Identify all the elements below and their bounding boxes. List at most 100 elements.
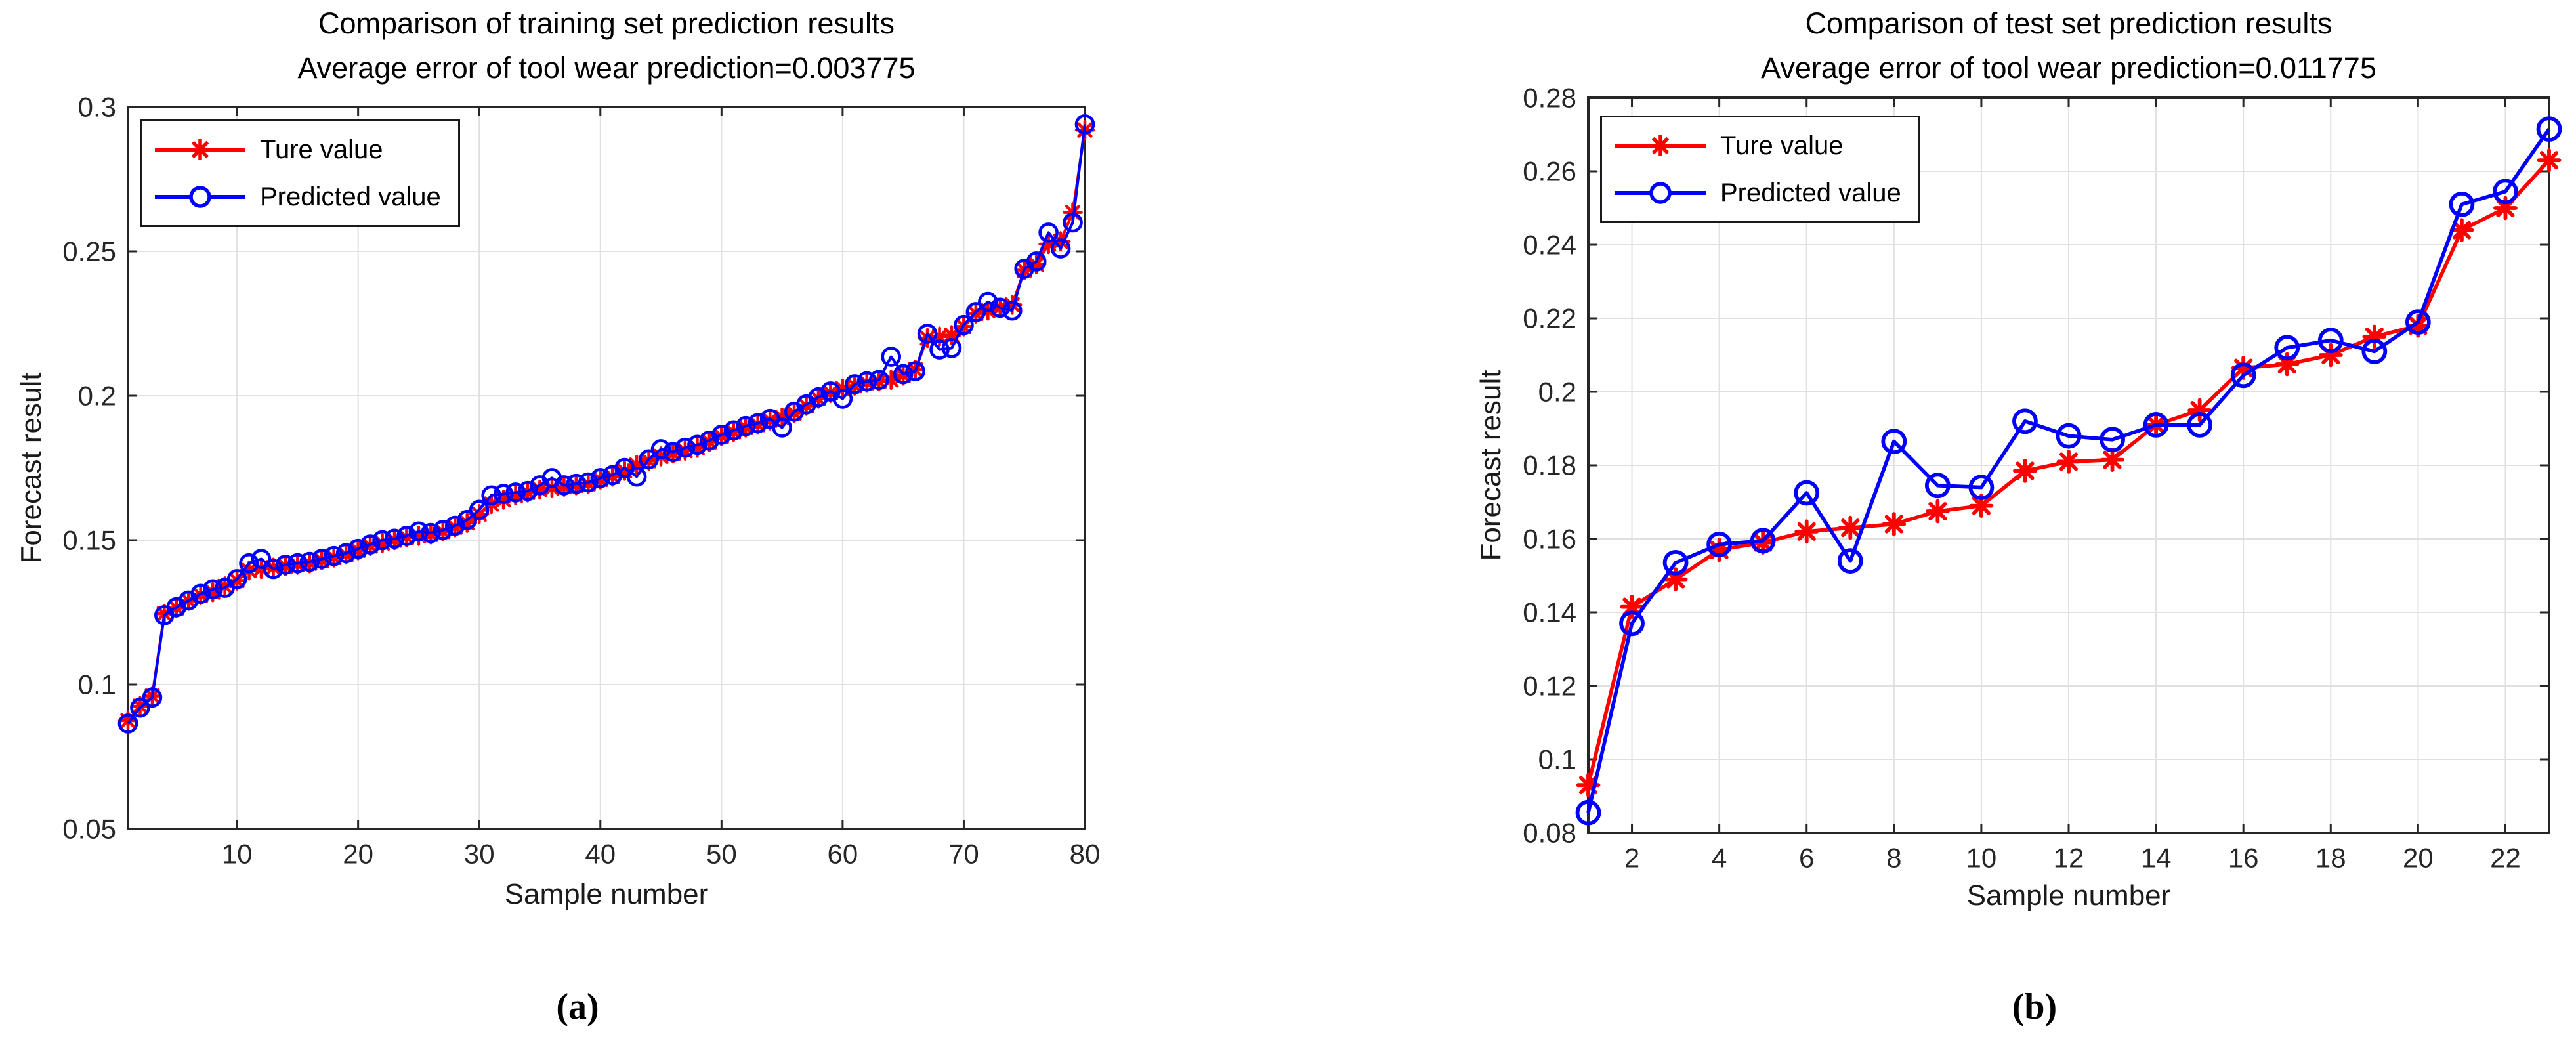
legend-row-predicted-value: Predicted value xyxy=(151,175,441,219)
predicted-value-circle-marker xyxy=(845,374,865,394)
true-value-asterisk-marker xyxy=(396,527,417,547)
predicted-value-circle-marker xyxy=(2361,339,2388,364)
true-value-asterisk-marker xyxy=(469,504,490,524)
y-tick-label: 0.16 xyxy=(1523,523,1576,554)
x-tick-label: 60 xyxy=(828,838,858,869)
x-tick-label: 10 xyxy=(222,838,253,869)
true-value-asterisk-marker xyxy=(311,550,332,571)
predicted-value-circle-marker xyxy=(360,534,381,555)
true-value-asterisk-marker xyxy=(1794,519,1819,544)
right-plot-ylabel: Forecast result xyxy=(1475,370,1507,561)
predicted-value-circle-marker xyxy=(117,713,138,734)
predicted-value-circle-marker xyxy=(1924,473,1951,499)
predicted-value-circle-marker xyxy=(1794,480,1820,506)
predicted-value-line-circle-icon xyxy=(155,186,245,208)
predicted-value-circle-marker xyxy=(251,549,272,569)
true-value-asterisk-marker xyxy=(614,461,635,481)
predicted-value-circle-marker xyxy=(1968,475,1995,500)
y-tick-label: 0.25 xyxy=(62,236,116,266)
true-value-asterisk-marker xyxy=(493,490,514,510)
x-tick-label: 8 xyxy=(1886,842,1901,873)
predicted-value-circle-marker xyxy=(2187,412,2213,438)
predicted-value-circle-marker xyxy=(130,697,150,718)
left-plot-legend: Ture value Predicted value xyxy=(140,119,460,227)
predicted-value-circle-marker xyxy=(893,364,914,385)
predicted-value-series-line xyxy=(1586,127,2551,813)
true-value-line-asterisk-icon xyxy=(155,139,245,160)
true-value-asterisk-marker xyxy=(1026,254,1047,275)
true-value-asterisk-marker xyxy=(2405,313,2430,338)
true-value-asterisk-marker xyxy=(626,455,647,475)
right-plot-xlabel: Sample number xyxy=(1966,879,2171,912)
predicted-value-circle-marker xyxy=(311,549,332,569)
predicted-value-circle-marker xyxy=(954,314,974,335)
x-tick-label: 10 xyxy=(1966,842,1997,873)
predicted-value-circle-marker xyxy=(408,521,429,542)
predicted-value-circle-marker xyxy=(1050,238,1071,259)
true-value-asterisk-marker xyxy=(421,524,441,545)
right-plot-title: Comparison of test set prediction result… xyxy=(1805,7,2333,40)
predicted-value-circle-marker xyxy=(990,297,1011,318)
predicted-value-circle-marker xyxy=(663,442,683,463)
predicted-value-circle-marker xyxy=(905,361,925,381)
true-value-asterisk-marker xyxy=(578,473,599,494)
predicted-value-circle-marker xyxy=(590,468,611,488)
true-value-asterisk-marker xyxy=(202,582,223,603)
predicted-value-circle-marker xyxy=(239,553,259,574)
predicted-value-circle-marker xyxy=(1619,610,1645,637)
predicted-value-circle-marker xyxy=(978,291,998,312)
predicted-value-circle-marker xyxy=(832,389,853,409)
true-value-asterisk-marker xyxy=(299,553,320,574)
predicted-value-circle-marker xyxy=(626,466,647,487)
predicted-value-circle-marker xyxy=(699,430,720,451)
legend-label-predicted-value: Predicted value xyxy=(260,182,441,211)
right-plot-legend: Ture value Predicted value xyxy=(1600,116,1920,223)
true-value-asterisk-marker xyxy=(2013,459,2037,483)
predicted-value-circle-marker xyxy=(1706,532,1733,557)
predicted-value-circle-marker xyxy=(1038,222,1059,243)
predicted-value-circle-marker xyxy=(965,302,986,322)
legend-label-true-value: Ture value xyxy=(1720,131,1844,160)
predicted-value-circle-marker xyxy=(226,569,247,589)
true-value-asterisk-marker xyxy=(566,475,587,496)
true-value-asterisk-marker xyxy=(772,407,792,428)
x-tick-label: 50 xyxy=(706,838,737,869)
predicted-value-circle-marker xyxy=(202,579,223,600)
predicted-value-circle-marker xyxy=(517,480,538,501)
y-tick-label: 0.28 xyxy=(1523,82,1576,113)
predicted-value-circle-marker xyxy=(457,509,478,530)
predicted-value-circle-marker xyxy=(299,551,320,572)
x-tick-label: 80 xyxy=(1070,838,1101,869)
true-value-asterisk-marker xyxy=(2362,324,2387,349)
true-value-asterisk-marker xyxy=(856,372,877,393)
true-value-asterisk-marker xyxy=(287,555,308,575)
y-tick-label: 0.22 xyxy=(1523,303,1576,333)
x-tick-label: 18 xyxy=(2315,842,2346,873)
predicted-value-circle-marker xyxy=(142,687,163,708)
x-tick-label: 12 xyxy=(2054,842,2084,873)
predicted-value-circle-marker xyxy=(263,559,284,580)
y-tick-label: 0.05 xyxy=(62,813,116,844)
x-tick-label: 70 xyxy=(948,838,979,869)
y-tick-label: 0.26 xyxy=(1523,156,1576,186)
predicted-value-circle-marker xyxy=(881,347,902,367)
predicted-value-circle-marker xyxy=(1881,429,1907,454)
true-value-asterisk-marker xyxy=(2231,356,2256,380)
x-tick-label: 30 xyxy=(464,838,495,869)
legend-row-true-value: Ture value xyxy=(1611,124,1901,167)
x-tick-label: 20 xyxy=(343,838,373,869)
predicted-value-circle-marker xyxy=(723,420,744,441)
true-value-asterisk-marker xyxy=(1576,772,1601,797)
predicted-value-circle-marker xyxy=(421,522,441,543)
predicted-value-circle-marker xyxy=(2230,362,2256,389)
predicted-value-circle-marker xyxy=(1575,799,1601,826)
true-value-asterisk-marker xyxy=(2537,148,2562,173)
y-tick-label: 0.18 xyxy=(1523,450,1576,480)
left-plot-title: Comparison of training set prediction re… xyxy=(318,7,895,40)
predicted-value-circle-marker xyxy=(324,545,345,566)
predicted-value-circle-marker xyxy=(1074,114,1095,135)
predicted-value-circle-marker xyxy=(1063,212,1083,233)
predicted-value-circle-marker xyxy=(493,484,514,504)
